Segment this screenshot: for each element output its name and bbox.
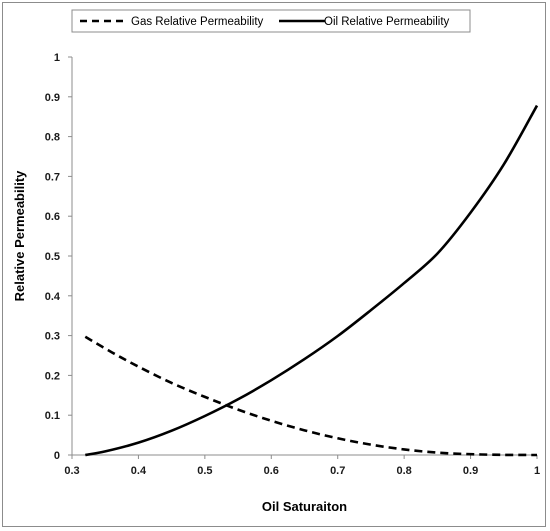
y-tick-label: 0.9 xyxy=(45,92,60,104)
y-tick-label: 0.5 xyxy=(45,251,60,263)
y-tick-label: 0.1 xyxy=(45,410,60,422)
y-tick-label: 0.4 xyxy=(45,291,61,303)
gas-relative-permeability-line xyxy=(84,335,538,457)
y-tick-label: 0.8 xyxy=(45,132,60,144)
y-tick-label: 0.6 xyxy=(45,211,60,223)
y-tick-label: 0.7 xyxy=(45,171,60,183)
legend-box xyxy=(71,9,471,33)
y-axis-title: Relative Permeability xyxy=(12,170,27,302)
legend-oil-label: Oil Relative Permeability xyxy=(324,16,450,28)
y-tick-label: 1 xyxy=(54,52,60,64)
x-tick-label: 0.5 xyxy=(197,465,212,477)
legend-gas-label: Gas Relative Permeability xyxy=(131,16,264,28)
x-tick-label: 0.4 xyxy=(131,465,147,477)
x-tick-label: 0.7 xyxy=(330,465,345,477)
y-tick-label: 0.3 xyxy=(45,331,60,343)
x-tick-label: 0.3 xyxy=(64,465,79,477)
x-tick-label: 0.9 xyxy=(463,465,478,477)
y-tick-label: 0 xyxy=(54,450,60,462)
series-layer xyxy=(84,104,539,457)
x-axis-title: Oil Saturaiton xyxy=(262,499,347,514)
x-tick-label: 1 xyxy=(534,465,540,477)
y-tick-label: 0.2 xyxy=(45,370,60,382)
legend: Gas Relative Permeability Oil Relative P… xyxy=(71,9,471,33)
oil-relative-permeability-line xyxy=(85,104,539,457)
axes: 0 0.1 0.2 0.3 0.4 0.5 0.6 0.7 0.8 0.9 1 0.3 0.4 0.5 0.… xyxy=(45,52,540,477)
x-tick-label: 0.6 xyxy=(264,465,279,477)
chart-frame xyxy=(2,2,546,527)
x-tick-label: 0.8 xyxy=(396,465,411,477)
